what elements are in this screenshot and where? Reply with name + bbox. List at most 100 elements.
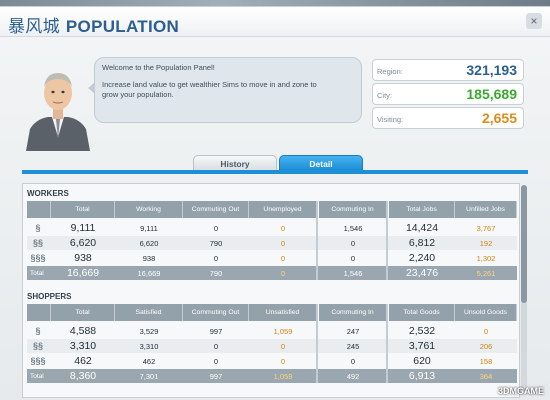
population-panel: 暴风城 POPULATION × Welcome to the Populatio… — [0, 6, 550, 400]
table-row: §§ 6,620 6,620 790 0 0 6,812 192 — [27, 236, 517, 250]
column-header: Unemployed — [249, 201, 317, 218]
table-cell: 158 — [479, 356, 493, 366]
detail-table: WORKERS Total Working Commuting Out Unem… — [22, 183, 520, 398]
table-cell: 192 — [479, 238, 493, 248]
table-cell: 3,761 — [408, 340, 436, 352]
panel-title: 暴风城 POPULATION — [8, 12, 179, 37]
visiting-value: 2,655 — [481, 110, 517, 126]
table-scrollbar[interactable] — [521, 185, 527, 391]
title-bar: 暴风城 POPULATION × — [0, 7, 550, 37]
table-cell: 6,812 — [408, 237, 436, 249]
table-row: §§ 3,310 3,310 0 0 245 3,761 206 — [27, 339, 517, 353]
table-cell: 0 — [280, 268, 286, 278]
advisor-greeting: Welcome to the Population Panel! — [102, 63, 215, 72]
table-cell: 3,529 — [139, 326, 159, 336]
scrollbar-thumb[interactable] — [521, 185, 527, 303]
total-row: Total 16,669 16,669 790 0 1,546 23,476 5… — [27, 266, 517, 280]
table-cell: 3,310 — [69, 340, 97, 352]
tab-detail[interactable]: Detail — [279, 155, 363, 171]
visiting-stat: Visiting: 2,655 — [372, 107, 524, 129]
advisor-avatar — [22, 59, 94, 151]
table-cell: 0 — [350, 238, 356, 248]
table-cell: 2,240 — [408, 252, 436, 264]
table-cell: 1,302 — [476, 253, 496, 263]
table-cell: 0 — [213, 341, 219, 351]
table-cell: 8,360 — [69, 370, 97, 382]
table-cell: 7,301 — [139, 371, 159, 381]
table-cell: 0 — [213, 356, 219, 366]
table-cell: 6,620 — [69, 237, 97, 249]
table-row: §§§ 938 938 0 0 0 2,240 1,302 — [27, 251, 517, 265]
watermark-logo: 3DMGAME — [497, 386, 544, 396]
column-divider — [316, 201, 318, 280]
close-button[interactable]: × — [526, 13, 542, 29]
table-cell: 1,059 — [273, 326, 293, 336]
column-header: Commuting Out — [183, 201, 249, 218]
table-row: § 9,111 9,111 0 0 1,546 14,424 3,767 — [27, 221, 517, 235]
advisor-message-line: grow your population. — [102, 90, 174, 99]
total-label: Total — [30, 372, 44, 380]
column-divider — [386, 304, 388, 383]
column-header: Working — [115, 201, 183, 218]
high-wealth-icon: §§§ — [30, 253, 46, 263]
table-cell: 0 — [213, 253, 219, 263]
table-cell: 206 — [479, 341, 493, 351]
shoppers-section-title: SHOPPERS — [27, 292, 72, 301]
column-header: Unsatisfied — [249, 304, 317, 321]
city-stat: City: 185,689 — [372, 83, 524, 105]
table-cell: 0 — [483, 326, 489, 336]
advisor-speech-bubble: Welcome to the Population Panel! Increas… — [88, 57, 362, 123]
panel-title-label: POPULATION — [65, 17, 180, 36]
table-cell: 245 — [346, 341, 360, 351]
table-cell: 938 — [74, 252, 92, 264]
table-cell: 0 — [280, 356, 286, 366]
table-cell: 2,532 — [408, 325, 436, 337]
column-header: Total — [51, 201, 115, 218]
table-cell: 9,111 — [140, 223, 158, 233]
table-cell: 247 — [346, 326, 360, 336]
table-cell: 790 — [209, 238, 223, 248]
table-cell: 0 — [280, 341, 286, 351]
visiting-label: Visiting: — [377, 115, 404, 124]
table-cell: 0 — [280, 223, 286, 233]
table-cell: 938 — [142, 253, 156, 263]
medium-wealth-icon: §§ — [32, 341, 43, 351]
column-header: Unsold Goods — [455, 304, 517, 321]
column-header: Total Jobs — [389, 201, 455, 218]
low-wealth-icon: § — [35, 223, 41, 233]
total-row: Total 8,360 7,301 997 1,059 492 6,913 36… — [27, 369, 517, 383]
table-cell: 0 — [213, 223, 219, 233]
column-header: Total Goods — [389, 304, 455, 321]
table-cell: 23,476 — [405, 267, 439, 279]
table-cell: 3,767 — [476, 223, 496, 233]
table-cell: 364 — [479, 371, 493, 381]
medium-wealth-icon: §§ — [32, 238, 43, 248]
table-cell: 0 — [350, 356, 356, 366]
city-label: City: — [377, 91, 392, 100]
table-cell: 620 — [413, 355, 431, 367]
table-cell: 0 — [280, 253, 286, 263]
table-cell: 997 — [209, 326, 223, 336]
low-wealth-icon: § — [35, 326, 41, 336]
header-spacer — [27, 304, 51, 321]
city-value: 185,689 — [466, 86, 517, 102]
background-strip — [0, 0, 550, 8]
table-cell: 4,588 — [69, 325, 97, 337]
column-header: Commuting In — [319, 201, 387, 218]
table-cell: 5,261 — [476, 268, 496, 278]
tab-underline — [22, 170, 528, 174]
table-cell: 6,913 — [408, 370, 436, 382]
header-spacer — [27, 201, 51, 218]
advisor-message-line: Increase land value to get wealthier Sim… — [102, 79, 317, 89]
table-row: §§§ 462 462 0 0 0 620 158 — [27, 354, 517, 368]
column-header: Commuting In — [319, 304, 387, 321]
table-cell: 462 — [74, 355, 92, 367]
table-cell: 1,546 — [343, 268, 363, 278]
workers-section-title: WORKERS — [27, 189, 69, 198]
column-header: Unfilled Jobs — [455, 201, 517, 218]
tab-history[interactable]: History — [193, 155, 277, 171]
column-divider — [316, 304, 318, 383]
table-row: § 4,588 3,529 997 1,059 247 2,532 0 — [27, 324, 517, 338]
region-label: Region: — [377, 67, 403, 76]
table-cell: 14,424 — [405, 222, 439, 234]
